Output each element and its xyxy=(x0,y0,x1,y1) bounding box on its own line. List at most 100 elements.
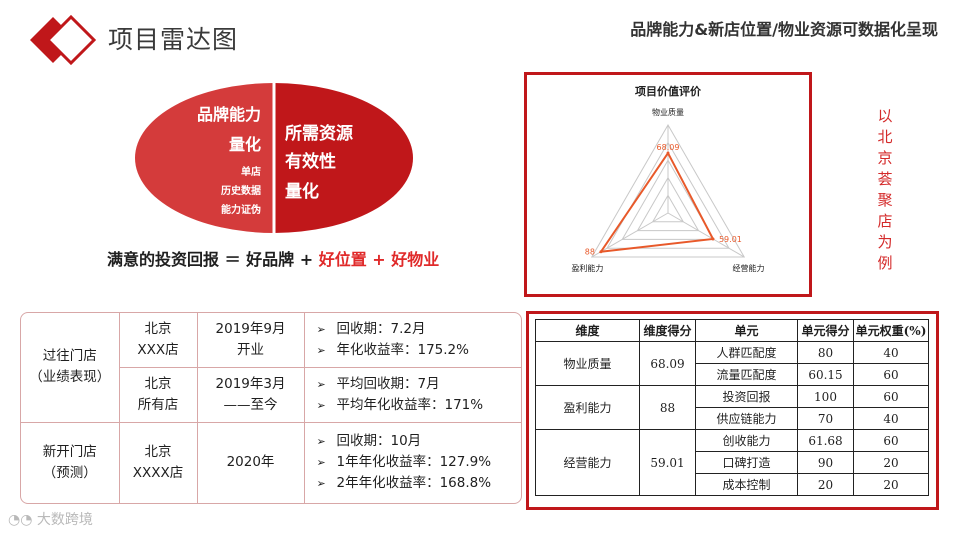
diamond-logo-icon xyxy=(30,14,97,66)
store-city: 北京 所有店 xyxy=(119,366,198,423)
page-subtitle: 品牌能力&新店位置/物业资源可数据化呈现 xyxy=(630,20,938,39)
unit-weight: 20 xyxy=(853,451,929,474)
unit-score: 80 xyxy=(797,341,854,364)
store-date: 2019年3月 ——至今 xyxy=(196,366,305,423)
ellipse-left-line-1: 品牌能力 xyxy=(196,105,261,124)
radar-axis-label: 盈利能力 xyxy=(571,263,603,273)
ellipse-right-line-2: 有效性 xyxy=(285,152,336,172)
table-row: 物业质量 68.09 人群匹配度 80 40 xyxy=(535,341,929,386)
dimension-name: 盈利能力 xyxy=(535,385,640,430)
unit-weight: 60 xyxy=(853,429,929,452)
brand-resource-ellipse: 品牌能力 量化 单店 历史数据 能力证伪 所需资源 有效性 量化 xyxy=(135,83,413,233)
roi-formula: 满意的投资回报 ＝ 好品牌 + 好位置 + 好物业 xyxy=(107,246,439,270)
watermark: ◔◔ 大数跨境 xyxy=(8,509,93,529)
dimension-name: 物业质量 xyxy=(535,341,640,386)
unit-name: 创收能力 xyxy=(695,429,798,452)
unit-score: 100 xyxy=(797,385,854,408)
radar-data-label: 59.01 xyxy=(719,235,742,244)
unit-weight: 40 xyxy=(853,407,929,430)
table-row: 成本控制 20 20 xyxy=(536,473,929,496)
header-unit: 单元 xyxy=(695,319,798,342)
arrow-bullet-icon: ➢ xyxy=(316,435,326,449)
header-unit-weight: 单元权重(%) xyxy=(853,319,929,342)
watermark-logo-icon: ◔◔ xyxy=(8,512,33,528)
radar-chart-panel: 项目价值评价 物业质量经营能力 盈利能力 68.09 59.01 88 xyxy=(524,72,812,297)
radar-axis-line xyxy=(591,212,669,258)
table-row: 新开门店 （预测） 北京 XXXX店 2020年 ➢ 回收期：10月 ➢ 1年年化收益率… xyxy=(21,421,521,503)
dimension-name: 经营能力 xyxy=(535,429,640,496)
store-metrics: ➢ 回收期：10月 ➢ 1年年化收益率：127.9% ➢ 2年年化收益率：168.8% xyxy=(303,421,521,503)
radar-series-line xyxy=(598,151,715,253)
unit-name: 人群匹配度 xyxy=(695,341,798,364)
unit-name: 成本控制 xyxy=(695,473,798,496)
radar-grid-ring xyxy=(636,176,700,232)
arrow-bullet-icon: ➢ xyxy=(316,398,326,412)
unit-score: 20 xyxy=(797,473,854,496)
store-metrics: ➢ 平均回收期：7月 ➢ 平均年化收益率：171% xyxy=(303,366,521,423)
table-row: 供应链能力 70 40 xyxy=(536,407,929,430)
header-dimension: 维度 xyxy=(535,319,640,342)
dimension-score: 59.01 xyxy=(639,429,696,496)
example-note: 以北京荟聚店为例 xyxy=(877,107,893,272)
arrow-bullet-icon: ➢ xyxy=(316,377,326,391)
table-row: 过往门店 （业绩表现） 北京 XXX店 2019年9月 开业 ➢ 回收期：7.2月 ➢ 年… xyxy=(21,313,521,423)
table-row: 口碑打造 90 20 xyxy=(536,451,929,474)
watermark-text: 大数跨境 xyxy=(36,512,93,528)
radar-title: 项目价值评价 xyxy=(635,85,701,98)
score-table: 维度 维度得分 单元 单元得分 单元权重(%) 物业质量 68.09 人群匹配度… xyxy=(535,319,929,496)
arrow-bullet-icon: ➢ xyxy=(316,343,326,357)
store-date: 2020年 xyxy=(196,421,305,503)
dimension-score: 88 xyxy=(639,385,696,430)
radar-data-point xyxy=(666,151,670,155)
ellipse-left-line-2: 量化 xyxy=(228,135,261,154)
radar-data-label: 88 xyxy=(585,248,595,257)
unit-name: 供应链能力 xyxy=(695,407,798,430)
store-city: 北京 XXXX店 xyxy=(118,421,198,503)
past-store-label: 过往门店 （业绩表现） xyxy=(21,313,120,423)
radar-grid-ring xyxy=(606,141,730,249)
unit-name: 口碑打造 xyxy=(695,451,798,474)
unit-weight: 60 xyxy=(853,385,929,408)
score-table-panel: 维度 维度得分 单元 单元得分 单元权重(%) 物业质量 68.09 人群匹配度… xyxy=(526,311,939,510)
arrow-bullet-icon: ➢ xyxy=(316,477,326,491)
page-title: 项目雷达图 xyxy=(108,25,239,54)
ellipse-left-small-3: 能力证伪 xyxy=(221,205,261,216)
new-store-label: 新开门店 （预测） xyxy=(21,421,120,503)
table-row: 流量匹配度 60.15 60 xyxy=(536,363,929,386)
unit-score: 70 xyxy=(797,407,854,430)
header-dimension-score: 维度得分 xyxy=(639,319,696,342)
store-metrics: ➢ 回收期：7.2月 ➢ 年化收益率：175.2% xyxy=(303,313,521,368)
radar-axis-label: 物业质量 xyxy=(652,107,684,117)
ellipse-right-line-3: 量化 xyxy=(285,182,319,202)
unit-score: 90 xyxy=(797,451,854,474)
table-header-row: 维度 维度得分 单元 单元得分 单元权重(%) xyxy=(535,319,929,342)
unit-score: 60.15 xyxy=(797,363,854,386)
store-city: 北京 XXX店 xyxy=(118,313,198,368)
unit-weight: 60 xyxy=(853,363,929,386)
ellipse-left-small-1: 单店 xyxy=(241,167,261,178)
unit-score: 61.68 xyxy=(797,429,854,452)
radar-axis-line xyxy=(667,212,745,258)
store-performance-table: 过往门店 （业绩表现） 北京 XXX店 2019年9月 开业 ➢ 回收期：7.2月 ➢ 年… xyxy=(20,312,522,504)
unit-name: 流量匹配度 xyxy=(695,363,798,386)
table-row: 盈利能力 88 投资回报 100 60 xyxy=(535,385,929,430)
arrow-bullet-icon: ➢ xyxy=(316,456,326,470)
table-row: 经营能力 59.01 创收能力 61.68 60 xyxy=(535,429,929,496)
ellipse-left-small-2: 历史数据 xyxy=(221,186,261,197)
unit-name: 投资回报 xyxy=(695,385,798,408)
store-date: 2019年9月 开业 xyxy=(196,313,305,368)
radar-grid-ring xyxy=(621,159,715,240)
ellipse-right-line-1: 所需资源 xyxy=(285,124,353,144)
table-row: 北京 所有店 2019年3月 ——至今 ➢ 平均回收期：7月 ➢ 平均年化收益率：171… xyxy=(21,366,521,423)
radar-axis-label: 经营能力 xyxy=(733,263,765,273)
radar-data-point xyxy=(711,237,715,241)
ellipse-shape xyxy=(135,83,413,233)
radar-grid-ring xyxy=(651,194,685,223)
dimension-score: 68.09 xyxy=(639,341,696,386)
radar-data-label: 68.09 xyxy=(657,143,680,152)
radar-grid-ring xyxy=(590,124,746,258)
unit-weight: 20 xyxy=(853,473,929,496)
arrow-bullet-icon: ➢ xyxy=(316,322,326,336)
radar-data-point xyxy=(599,250,603,254)
